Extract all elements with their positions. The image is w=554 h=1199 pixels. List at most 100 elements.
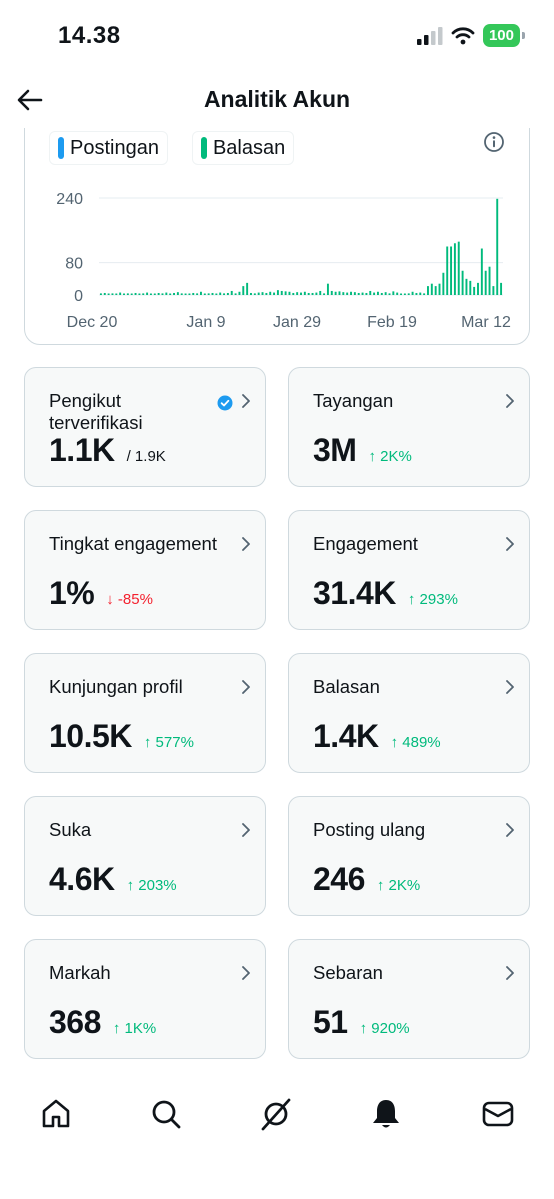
stat-value: 10.5K bbox=[49, 718, 132, 754]
stat-row: 246 ↑ 2K% bbox=[313, 861, 420, 898]
legend-item-postingan[interactable]: Postingan bbox=[49, 131, 168, 165]
arrow-left-icon bbox=[17, 89, 43, 111]
bar bbox=[288, 291, 291, 295]
chevron-right-icon bbox=[506, 966, 514, 980]
bar bbox=[246, 282, 249, 295]
stat-row: 4.6K ↑ 203% bbox=[49, 861, 177, 898]
legend-item-balasan[interactable]: Balasan bbox=[191, 131, 295, 165]
bar bbox=[123, 293, 125, 295]
bar bbox=[203, 293, 206, 295]
stat-card-tingkat-engagement[interactable]: Tingkat engagement 1% ↓ -85% bbox=[24, 510, 266, 630]
signal-icon bbox=[416, 26, 443, 45]
home-icon[interactable] bbox=[38, 1096, 74, 1132]
x-tick-label: Feb 19 bbox=[367, 314, 417, 331]
stat-label: Posting ulang bbox=[313, 819, 426, 840]
stat-label: Pengikut terverifikasi bbox=[49, 390, 143, 433]
bar bbox=[419, 292, 422, 295]
bar bbox=[215, 293, 218, 295]
bar bbox=[400, 293, 402, 295]
stat-change: ↑ 489% bbox=[390, 734, 441, 751]
bar bbox=[384, 292, 387, 295]
stat-label: Sebaran bbox=[313, 962, 383, 983]
bar bbox=[276, 290, 279, 295]
grok-icon[interactable] bbox=[258, 1096, 294, 1132]
stat-row: 3M ↑ 2K% bbox=[313, 432, 412, 469]
bar bbox=[146, 292, 149, 295]
stat-card-balasan[interactable]: Balasan 1.4K ↑ 489% bbox=[288, 653, 530, 773]
x-tick-label: Mar 12 bbox=[461, 314, 511, 331]
bar bbox=[99, 293, 102, 295]
stat-value: 246 bbox=[313, 861, 365, 897]
bar bbox=[330, 290, 333, 295]
bar bbox=[149, 293, 152, 295]
stat-row: 368 ↑ 1K% bbox=[49, 1004, 156, 1041]
stat-card-posting-ulang[interactable]: Posting ulang 246 ↑ 2K% bbox=[288, 796, 530, 916]
stat-row: 1.1K / 1.9K bbox=[49, 432, 166, 469]
info-icon[interactable] bbox=[483, 131, 505, 153]
chevron-right-icon bbox=[242, 680, 250, 694]
legend-label-balasan: Balasan bbox=[212, 136, 286, 159]
bar bbox=[353, 292, 356, 295]
bar bbox=[346, 292, 349, 295]
bar bbox=[427, 286, 429, 295]
bar bbox=[350, 291, 352, 295]
stat-value: 31.4K bbox=[313, 575, 396, 611]
bar bbox=[142, 293, 145, 295]
y-tick-label: 0 bbox=[74, 288, 83, 305]
bar bbox=[242, 286, 245, 295]
legend-swatch-balasan bbox=[200, 137, 207, 159]
bar bbox=[407, 293, 410, 295]
chart-legend: Postingan Balasan bbox=[49, 131, 295, 165]
stat-card-tayangan[interactable]: Tayangan 3M ↑ 2K% bbox=[288, 367, 530, 487]
bar bbox=[357, 292, 360, 295]
bar bbox=[365, 292, 368, 295]
bar bbox=[423, 293, 426, 295]
bar bbox=[396, 292, 399, 295]
chevron-right-icon bbox=[242, 394, 250, 408]
bar bbox=[500, 282, 503, 295]
bar bbox=[403, 293, 406, 295]
bar bbox=[134, 292, 137, 295]
bar bbox=[176, 292, 179, 295]
bar bbox=[442, 272, 445, 295]
bar bbox=[477, 282, 479, 295]
bar bbox=[169, 293, 172, 295]
back-button[interactable] bbox=[12, 82, 48, 118]
bar bbox=[188, 293, 191, 295]
bar bbox=[165, 292, 168, 295]
stat-label: Tayangan bbox=[313, 390, 394, 411]
bar bbox=[269, 291, 272, 295]
stat-row: 1% ↓ -85% bbox=[49, 575, 153, 612]
chevron-right-icon bbox=[506, 823, 514, 837]
stat-card-kunjungan-profil[interactable]: Kunjungan profil 10.5K ↑ 577% bbox=[24, 653, 266, 773]
search-icon[interactable] bbox=[148, 1096, 184, 1132]
stat-row: 51 ↑ 920% bbox=[313, 1004, 410, 1041]
stat-row: 31.4K ↑ 293% bbox=[313, 575, 458, 612]
bar bbox=[376, 291, 379, 295]
bell-icon[interactable] bbox=[368, 1096, 404, 1132]
stat-card-sebaran[interactable]: Sebaran 51 ↑ 920% bbox=[288, 939, 530, 1059]
stat-change: ↑ 2K% bbox=[368, 448, 412, 465]
mail-icon[interactable] bbox=[480, 1096, 516, 1132]
bar bbox=[257, 292, 260, 295]
stat-card-markah[interactable]: Markah 368 ↑ 1K% bbox=[24, 939, 266, 1059]
stat-value: 368 bbox=[49, 1004, 101, 1040]
bar bbox=[196, 293, 199, 295]
bar bbox=[153, 293, 156, 295]
bar bbox=[238, 291, 241, 295]
bar bbox=[380, 292, 383, 295]
bar bbox=[450, 246, 453, 295]
stat-card-suka[interactable]: Suka 4.6K ↑ 203% bbox=[24, 796, 266, 916]
bar bbox=[492, 286, 495, 295]
stat-label: Kunjungan profil bbox=[49, 676, 183, 697]
stat-change: ↑ 203% bbox=[126, 877, 177, 894]
status-time: 14.38 bbox=[58, 22, 121, 49]
bar bbox=[261, 292, 264, 295]
stat-sub: / 1.9K bbox=[126, 448, 166, 465]
stat-card-engagement[interactable]: Engagement 31.4K ↑ 293% bbox=[288, 510, 530, 630]
bar bbox=[388, 293, 391, 295]
page-title: Analitik Akun bbox=[203, 86, 351, 112]
stat-card-pengikut-terverifikasi[interactable]: Pengikut terverifikasi 1.1K / 1.9K bbox=[24, 367, 266, 487]
stat-change: ↑ 2K% bbox=[376, 877, 421, 894]
bar bbox=[207, 293, 210, 295]
